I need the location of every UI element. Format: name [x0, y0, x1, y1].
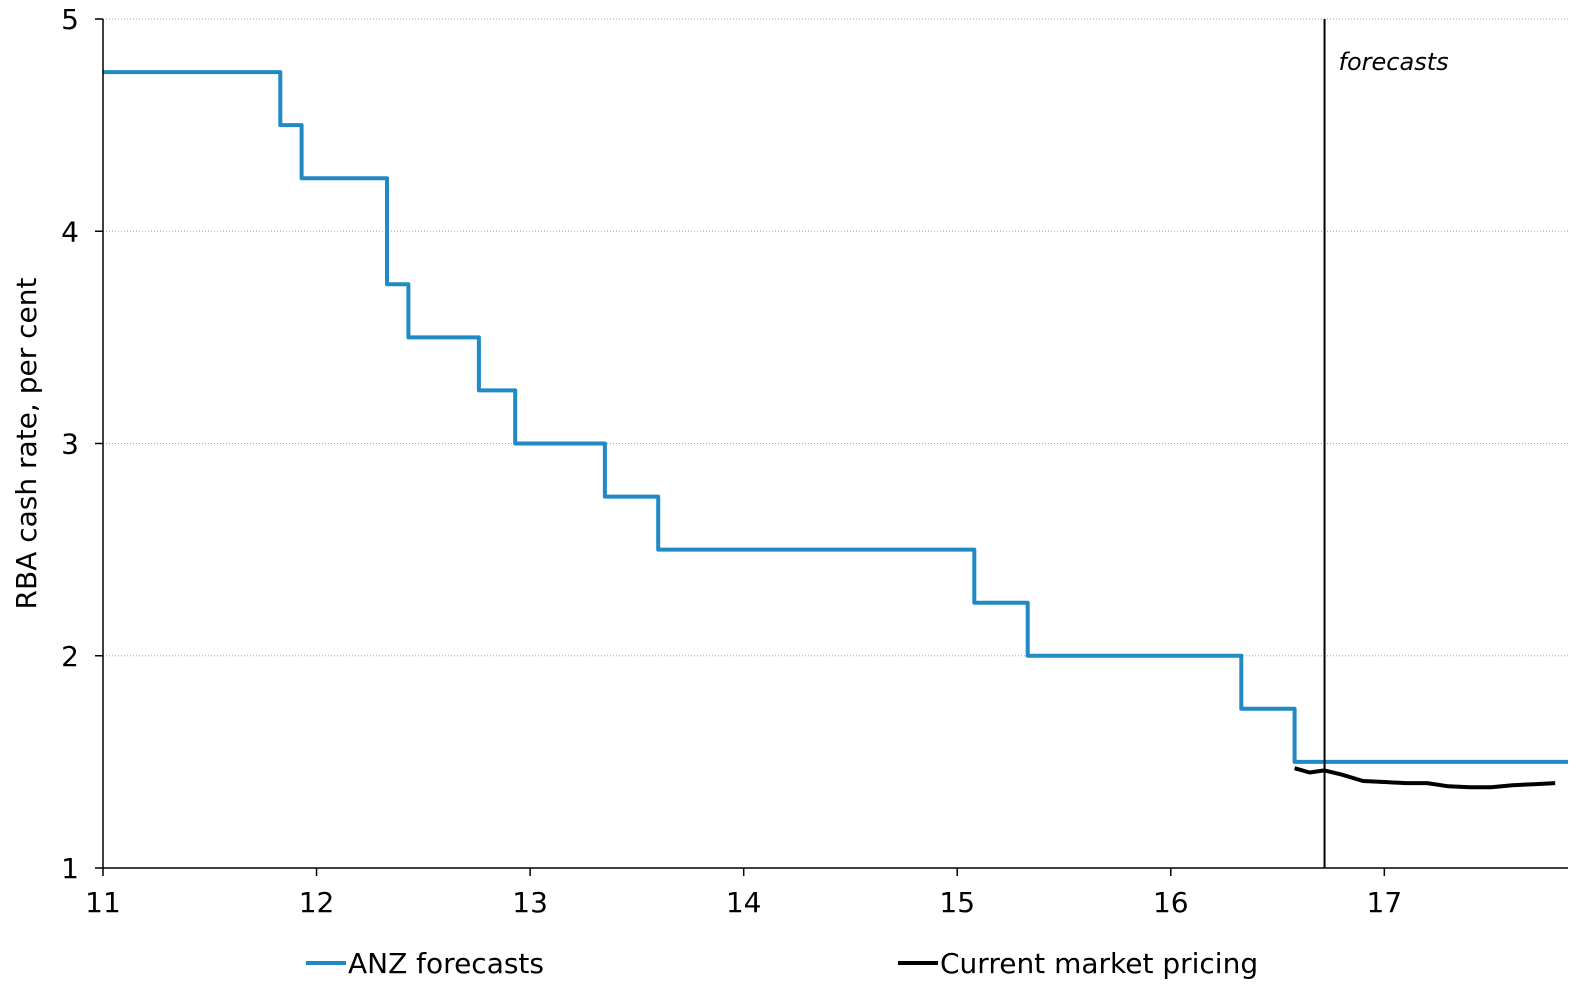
x-axis-ticks: 11 12 13 14 15 16 17: [85, 868, 1402, 919]
x-tick-label: 16: [1153, 886, 1189, 919]
series-line-0: [103, 70, 1568, 764]
y-tick-label: 4: [61, 215, 79, 248]
x-tick-label: 11: [85, 886, 121, 919]
series-line-1: [1294, 766, 1556, 790]
y-tick-label: 1: [61, 852, 79, 885]
x-tick-label: 13: [512, 886, 548, 919]
x-tick-label: 14: [726, 886, 762, 919]
forecasts-annotation: forecasts: [1339, 48, 1449, 76]
x-tick-label: 12: [299, 886, 335, 919]
x-tick-label: 15: [939, 886, 975, 919]
legend: ANZ forecasts Current market pricing: [306, 947, 1258, 980]
y-tick-label: 3: [61, 428, 79, 461]
x-tick-label: 17: [1367, 886, 1403, 919]
series-layer: [103, 70, 1568, 790]
forecast-annotation-layer: forecasts: [1323, 19, 1449, 868]
legend-label-0: ANZ forecasts: [348, 947, 544, 980]
y-axis-ticks: 1 2 3 4 5: [61, 3, 103, 885]
y-tick-label: 2: [61, 640, 79, 673]
legend-label-1: Current market pricing: [940, 947, 1258, 980]
grid-lines: [103, 18, 1568, 657]
y-tick-label: 5: [61, 3, 79, 36]
y-axis-title: RBA cash rate, per cent: [10, 278, 43, 610]
